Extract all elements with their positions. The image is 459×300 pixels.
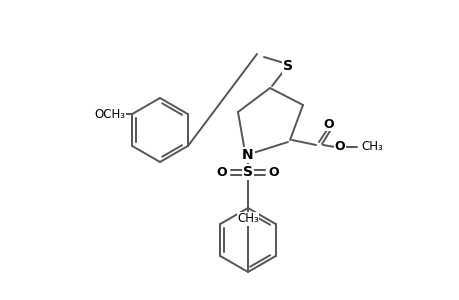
Text: OCH₃: OCH₃	[95, 107, 125, 121]
Text: N: N	[241, 148, 253, 162]
Text: O: O	[323, 118, 334, 130]
Text: S: S	[282, 59, 292, 73]
Text: O: O	[216, 166, 227, 178]
Text: O: O	[268, 166, 279, 178]
Text: CH₃: CH₃	[236, 212, 258, 226]
Text: S: S	[242, 165, 252, 179]
Text: O: O	[334, 140, 345, 154]
Text: CH₃: CH₃	[360, 140, 382, 154]
